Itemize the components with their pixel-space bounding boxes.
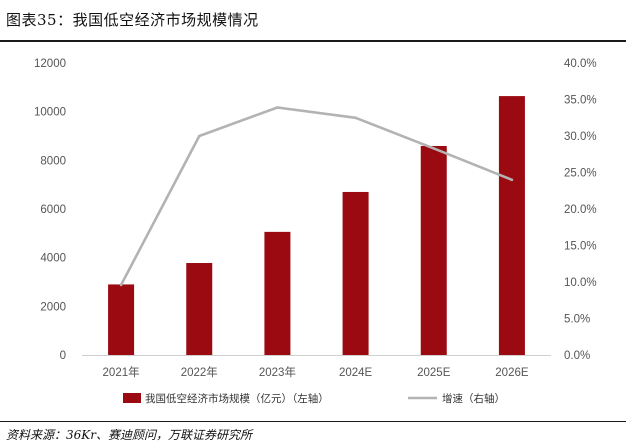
growth-rate-point	[432, 147, 436, 150]
y-left-tick-label: 10000	[34, 107, 66, 119]
source-note: 资料来源：36Kr、赛迪顾问，万联证券研究所	[6, 428, 252, 442]
title-divider	[0, 40, 626, 42]
growth-rate-point	[354, 116, 357, 120]
y-right-tick-label: 25.0%	[564, 168, 597, 180]
legend-bar-swatch	[123, 393, 141, 403]
x-tick-label: 2022年	[181, 365, 218, 379]
x-tick-label: 2024E	[339, 367, 373, 379]
growth-rate-line	[119, 106, 513, 286]
x-tick-label: 2023年	[259, 365, 296, 379]
x-tick-label: 2026E	[495, 367, 529, 379]
bar-market-size	[342, 191, 369, 355]
y-right-tick-label: 40.0%	[564, 58, 597, 70]
y-left-tick-label: 6000	[40, 204, 66, 216]
bar-market-size	[420, 145, 447, 355]
growth-rate-point	[119, 283, 123, 287]
bar-market-size	[498, 96, 525, 356]
y-left-tick-label: 2000	[40, 301, 66, 313]
y-right-tick-label: 0.0%	[564, 350, 590, 362]
x-tick-label: 2025E	[417, 367, 451, 379]
growth-rate-point	[276, 106, 279, 109]
y-right-tick-label: 35.0%	[564, 95, 597, 107]
y-left-tick-label: 0	[60, 350, 66, 362]
legend-line-label: 增速（右轴）	[442, 392, 505, 405]
y-left-tick-label: 4000	[40, 253, 66, 265]
y-right-tick-label: 20.0%	[564, 204, 597, 216]
y-right-tick-label: 30.0%	[564, 131, 597, 143]
chart-title: 图表35：我国低空经济市场规模情况	[6, 11, 259, 29]
bar-market-size	[108, 284, 135, 355]
bar-market-size	[264, 231, 291, 355]
growth-rate-point	[510, 178, 514, 182]
bar-market-size	[186, 263, 213, 355]
x-tick-label: 2021年	[103, 365, 140, 379]
footer-divider	[0, 421, 626, 422]
y-right-tick-label: 5.0%	[564, 314, 590, 326]
growth-rate-point	[197, 134, 201, 138]
y-left-tick-label: 12000	[34, 58, 66, 70]
y-right-tick-label: 15.0%	[564, 241, 597, 253]
legend-bar-label: 我国低空经济市场规模（亿元）（左轴）	[145, 392, 329, 405]
y-right-tick-label: 10.0%	[564, 277, 597, 289]
y-left-tick-label: 8000	[40, 155, 66, 167]
